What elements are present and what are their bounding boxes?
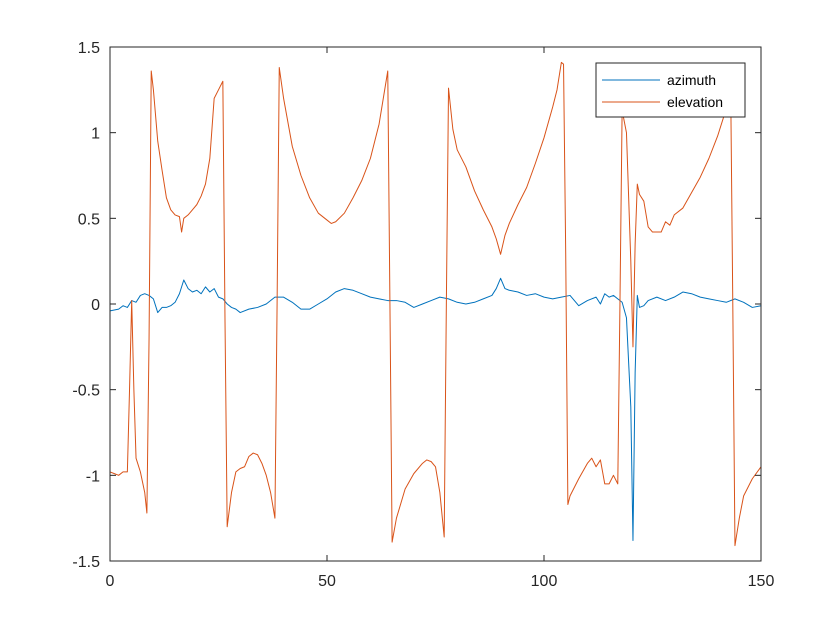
y-tick-label: 1 xyxy=(91,126,100,143)
y-tick-label: 1.5 xyxy=(78,40,100,57)
x-tick-label: 0 xyxy=(106,573,115,590)
y-tick-label: 0 xyxy=(91,297,100,314)
y-tick-label: -1 xyxy=(86,468,100,485)
legend: azimuth elevation xyxy=(595,62,746,118)
series-line-azimuth xyxy=(109,277,762,541)
series-line-elevation xyxy=(109,61,762,547)
plot-area xyxy=(110,47,761,561)
legend-label-elevation: elevation xyxy=(667,94,723,110)
y-tick-label: -0.5 xyxy=(72,383,100,400)
x-tick-label: 100 xyxy=(531,573,558,590)
legend-box xyxy=(595,62,746,118)
x-tick-label: 50 xyxy=(318,573,336,590)
series-layer xyxy=(109,61,762,547)
y-axis: -1.5 -1 -0.5 0 0.5 1 1.5 xyxy=(72,40,761,571)
y-tick-label: 0.5 xyxy=(78,211,100,228)
y-tick-label: -1.5 xyxy=(72,554,100,571)
x-axis: 0 50 100 150 xyxy=(106,47,775,590)
x-tick-label: 150 xyxy=(748,573,775,590)
legend-label-azimuth: azimuth xyxy=(667,72,716,88)
